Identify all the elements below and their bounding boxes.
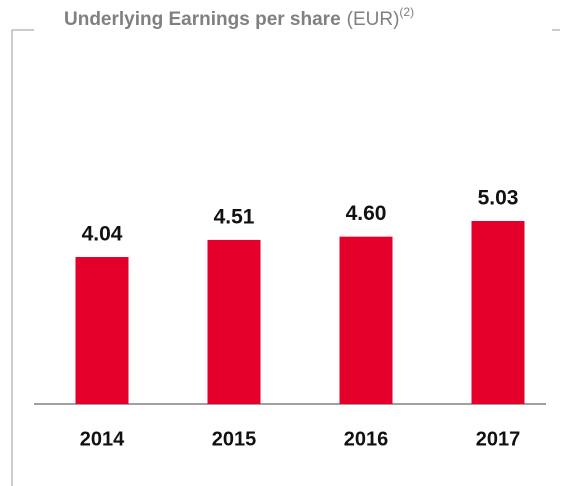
x-tick-label: 2016 xyxy=(344,428,389,450)
value-label: 4.51 xyxy=(214,205,255,228)
x-tick-label: 2014 xyxy=(80,428,125,450)
bar xyxy=(471,221,525,404)
value-label: 4.60 xyxy=(346,202,387,225)
title-footnote: (2) xyxy=(399,5,414,19)
x-tick-label: 2017 xyxy=(476,428,521,450)
title-main: Underlying Earnings per share xyxy=(64,9,341,30)
title-unit: (EUR) xyxy=(347,9,400,30)
bar xyxy=(75,257,129,404)
bar xyxy=(339,236,393,404)
chart-title: Underlying Earnings per share (EUR)(2) xyxy=(64,5,414,30)
value-label: 4.04 xyxy=(82,223,123,246)
bar xyxy=(207,239,261,404)
x-tick-label: 2015 xyxy=(212,428,257,450)
value-label: 5.03 xyxy=(478,187,519,210)
